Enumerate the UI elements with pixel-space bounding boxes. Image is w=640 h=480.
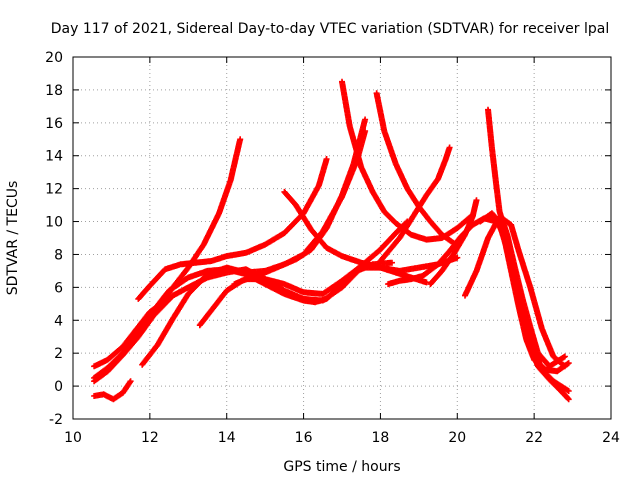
data-point bbox=[561, 353, 568, 360]
series-arc-18 bbox=[488, 212, 572, 403]
x-tick-label: 14 bbox=[218, 430, 236, 446]
y-tick-label: 4 bbox=[54, 313, 63, 329]
x-tick-label: 12 bbox=[141, 430, 159, 446]
data-point bbox=[127, 378, 134, 385]
series-arc-13 bbox=[427, 197, 480, 288]
series-arc-14 bbox=[377, 144, 453, 264]
x-tick-label: 10 bbox=[64, 430, 82, 446]
x-tick-label: 18 bbox=[372, 430, 390, 446]
y-tick-label: 14 bbox=[45, 149, 63, 165]
grid-lines bbox=[73, 57, 611, 419]
data-point bbox=[237, 136, 244, 143]
y-tick-label: 0 bbox=[54, 379, 63, 395]
data-point bbox=[454, 254, 461, 261]
y-tick-label: 12 bbox=[45, 182, 63, 198]
y-axis-label: SDTVAR / TECUs bbox=[5, 181, 21, 296]
y-tick-label: 2 bbox=[54, 346, 63, 362]
data-point bbox=[389, 259, 395, 266]
x-tick-label: 20 bbox=[448, 430, 466, 446]
x-tick-label: 22 bbox=[525, 430, 543, 446]
data-point bbox=[362, 116, 369, 123]
chart-title: Day 117 of 2021, Sidereal Day-to-day VTE… bbox=[51, 21, 609, 37]
y-tick-label: 10 bbox=[45, 215, 63, 231]
data-point bbox=[565, 396, 572, 403]
y-tick-label: 6 bbox=[54, 280, 63, 296]
plot-frame bbox=[72, 56, 612, 420]
data-point bbox=[446, 144, 453, 151]
x-tick-label: 16 bbox=[295, 430, 313, 446]
data-series bbox=[91, 78, 572, 403]
y-tick-label: 18 bbox=[45, 83, 63, 99]
y-tick-label: 16 bbox=[45, 116, 63, 132]
x-axis-label: GPS time / hours bbox=[283, 459, 400, 475]
y-tick-label: -2 bbox=[49, 412, 63, 428]
series-arc-6 bbox=[135, 156, 330, 302]
data-point bbox=[473, 197, 480, 204]
series-arc-1 bbox=[91, 136, 244, 370]
data-point bbox=[323, 156, 330, 162]
series-arc-8 bbox=[231, 218, 411, 297]
y-tick-label: 20 bbox=[45, 50, 63, 66]
x-tick-label: 24 bbox=[602, 430, 620, 446]
series-arc-15 bbox=[462, 213, 568, 370]
y-tick-label: 8 bbox=[54, 247, 63, 263]
data-point bbox=[565, 360, 572, 367]
series-arc-19 bbox=[492, 215, 572, 375]
data-point bbox=[565, 388, 572, 394]
series-arc-7 bbox=[196, 116, 369, 329]
series-arc-10 bbox=[339, 78, 476, 243]
series-arc-4 bbox=[91, 378, 134, 403]
